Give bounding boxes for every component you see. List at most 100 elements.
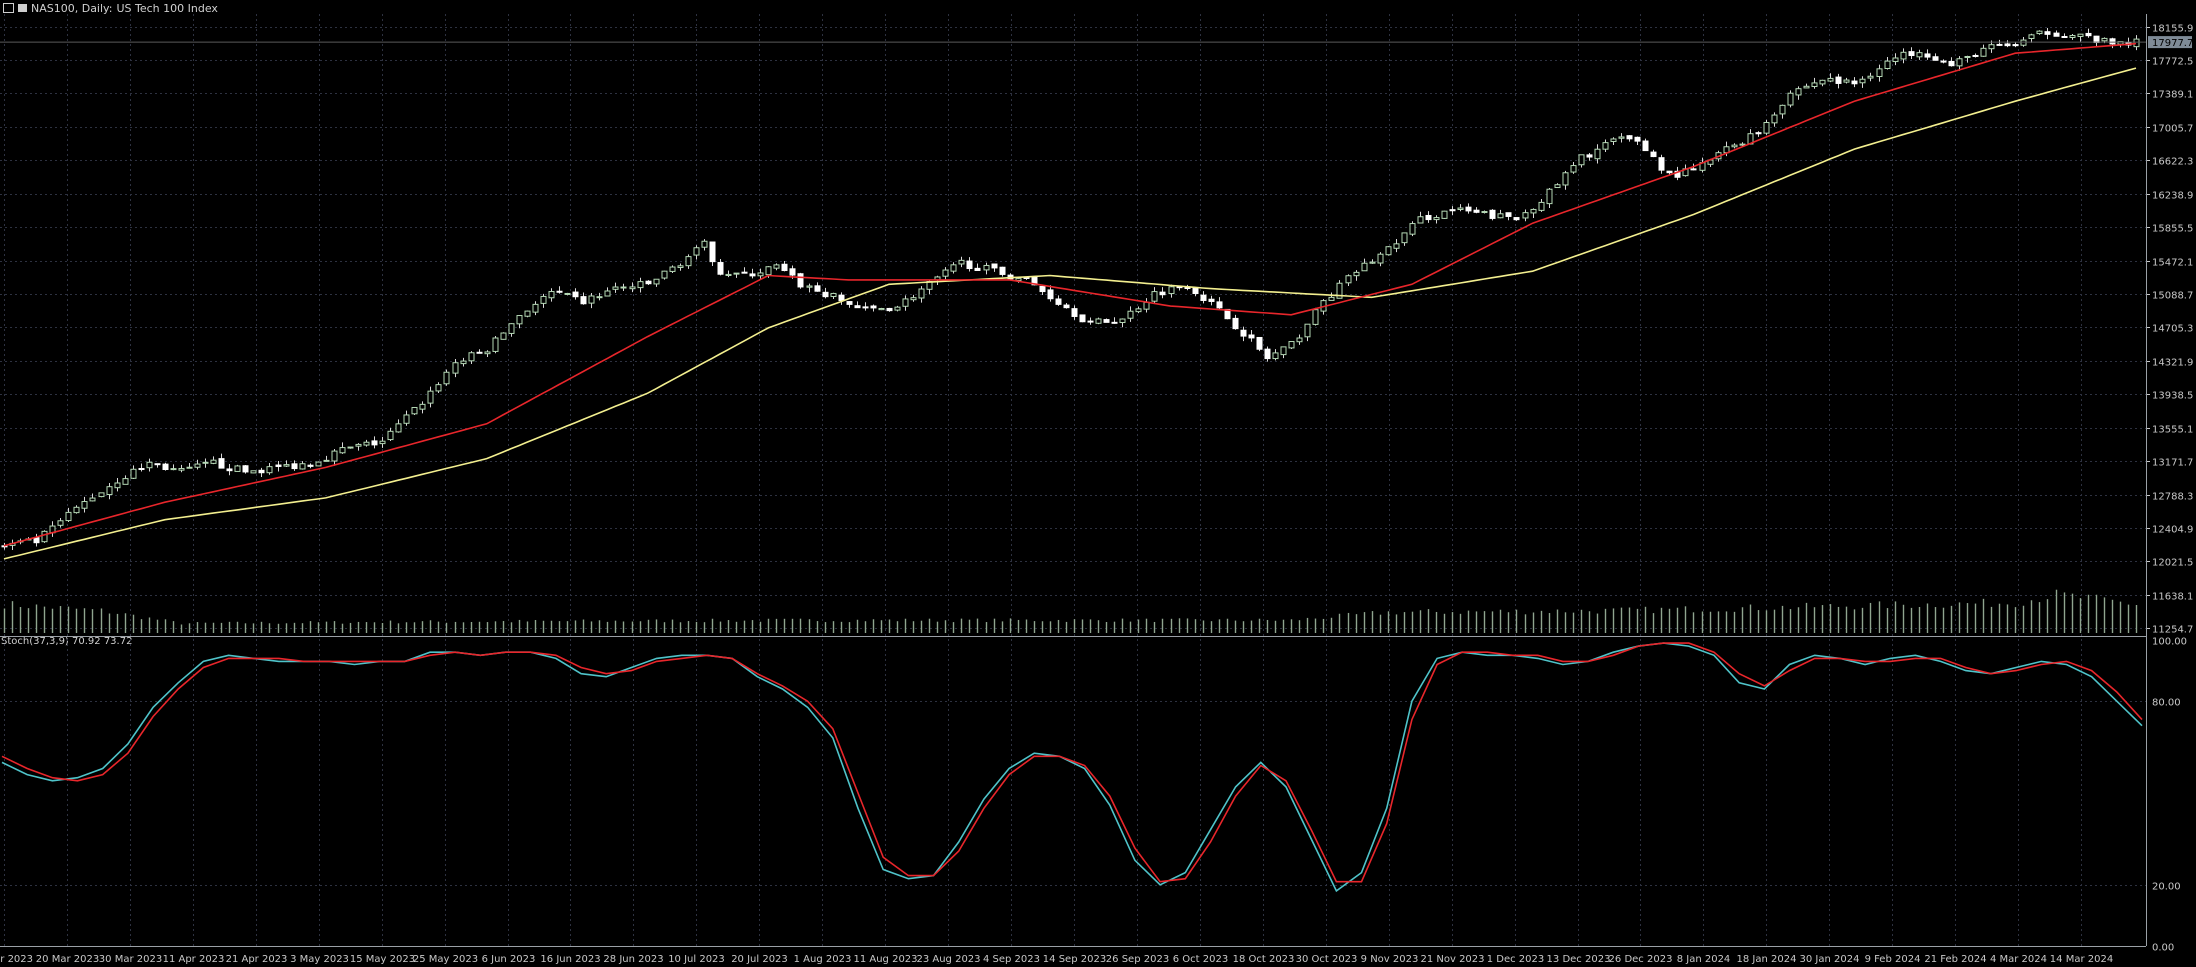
y-tick-label: 13171.7 [2152,458,2193,469]
candle-body [1908,51,1915,57]
candle-body [411,406,418,415]
x-tick-label: 13 Dec 2023 [1547,954,1611,965]
candle-body [2101,37,2108,42]
x-tick-label: 30 Mar 2023 [99,954,162,965]
candle-body [500,332,507,340]
ma-slow-line [3,67,2137,560]
y-tick-label: 18155.9 [2152,24,2193,35]
x-tick-label: 21 Apr 2023 [226,954,288,965]
candle-body [822,291,829,298]
candle-body [226,468,233,472]
candle-body [1819,79,1826,85]
candle-body [1892,57,1899,63]
x-tick-label: 26 Dec 2023 [1609,954,1673,965]
candle-body [2044,31,2051,35]
candle-body [1843,79,1850,83]
candle-body [1795,88,1802,96]
candle-body [797,273,804,288]
candle-body [1916,52,1923,58]
candle-body [1594,148,1601,160]
candle-body [1626,135,1633,140]
candle-body [202,461,209,464]
candle-body [1546,188,1553,205]
y-tick-label: 14321.9 [2152,358,2193,369]
x-tick-label: 28 Jun 2023 [603,954,663,965]
candle-body [1449,209,1456,212]
x-tick-label: 25 May 2023 [413,954,478,965]
candle-body [403,414,410,424]
candle-body [154,463,161,466]
candle-body [1779,104,1786,115]
candle-body [1473,209,1480,213]
candle-body [516,315,523,325]
candle-body [258,469,265,474]
candle-body [1884,60,1891,70]
stoch-tick-label: 0.00 [2152,943,2174,954]
candle-body [806,285,813,288]
x-tick-label: 20 Mar 2023 [36,954,99,965]
candle-body [910,297,917,301]
candle-body [1932,56,1939,61]
candle-body [1859,78,1866,84]
candle-body [1964,56,1971,59]
candle-body [781,263,788,272]
candle-body [620,286,627,289]
candle-body [1457,207,1464,211]
candle-body [460,360,467,365]
candle-body [596,296,603,299]
candle-body [1570,165,1577,173]
candle-body [1288,341,1295,349]
y-tick-label: 12021.5 [2152,558,2193,569]
candle-body [1296,337,1303,343]
candle-body [2053,32,2060,37]
current-price-label: 17977.7 [2152,38,2193,49]
x-tick-label: 30 Oct 2023 [1296,954,1358,965]
candle-body [1336,282,1343,299]
candle-body [1047,289,1054,300]
candle-body [773,264,780,269]
candle-body [468,352,475,362]
symbol-title: NAS100, Daily: [31,1,113,15]
candle-body [918,288,925,299]
candle-body [419,403,426,410]
y-tick-label: 14705.3 [2152,324,2193,335]
chart-menu-icon[interactable] [3,3,14,13]
candle-body [2036,30,2043,35]
candle-body [540,295,547,304]
candle-body [186,466,193,469]
candle-body [1369,261,1376,264]
candle-body [854,305,861,309]
candle-body [886,307,893,312]
x-tick-label: 14 Sep 2023 [1043,954,1106,965]
candle-body [612,286,619,290]
candle-body [733,272,740,275]
candle-body [1554,184,1561,189]
candle-body [57,520,64,526]
candle-body [1425,214,1432,221]
stoch-tick-label: 80.00 [2152,698,2181,709]
candle-body [138,468,145,471]
candle-body [146,461,153,469]
candle-body [1811,82,1818,87]
candle-body [757,272,764,277]
y-tick-label: 16622.3 [2152,157,2193,168]
y-tick-label: 16238.9 [2152,191,2193,202]
candle-body [1980,47,1987,57]
x-tick-label: 20 Jul 2023 [731,954,788,965]
candle-body [572,291,579,298]
candle-body [1634,136,1641,142]
candle-body [999,266,1006,275]
chart-type-icon[interactable] [18,4,27,12]
candle-body [1522,212,1529,219]
x-tick-label: 4 Mar 2024 [1990,954,2047,965]
candle-body [580,296,587,305]
candle-body [830,292,837,298]
y-tick-label: 15472.1 [2152,258,2193,269]
candle-body [266,466,273,474]
stochastic-label: Stoch(37,3,9) 70.92 73.72 [1,636,133,647]
candle-body [250,470,257,474]
candle-body [2004,43,2011,47]
candle-body [508,323,515,334]
x-tick-label: 10 Jul 2023 [668,954,725,965]
